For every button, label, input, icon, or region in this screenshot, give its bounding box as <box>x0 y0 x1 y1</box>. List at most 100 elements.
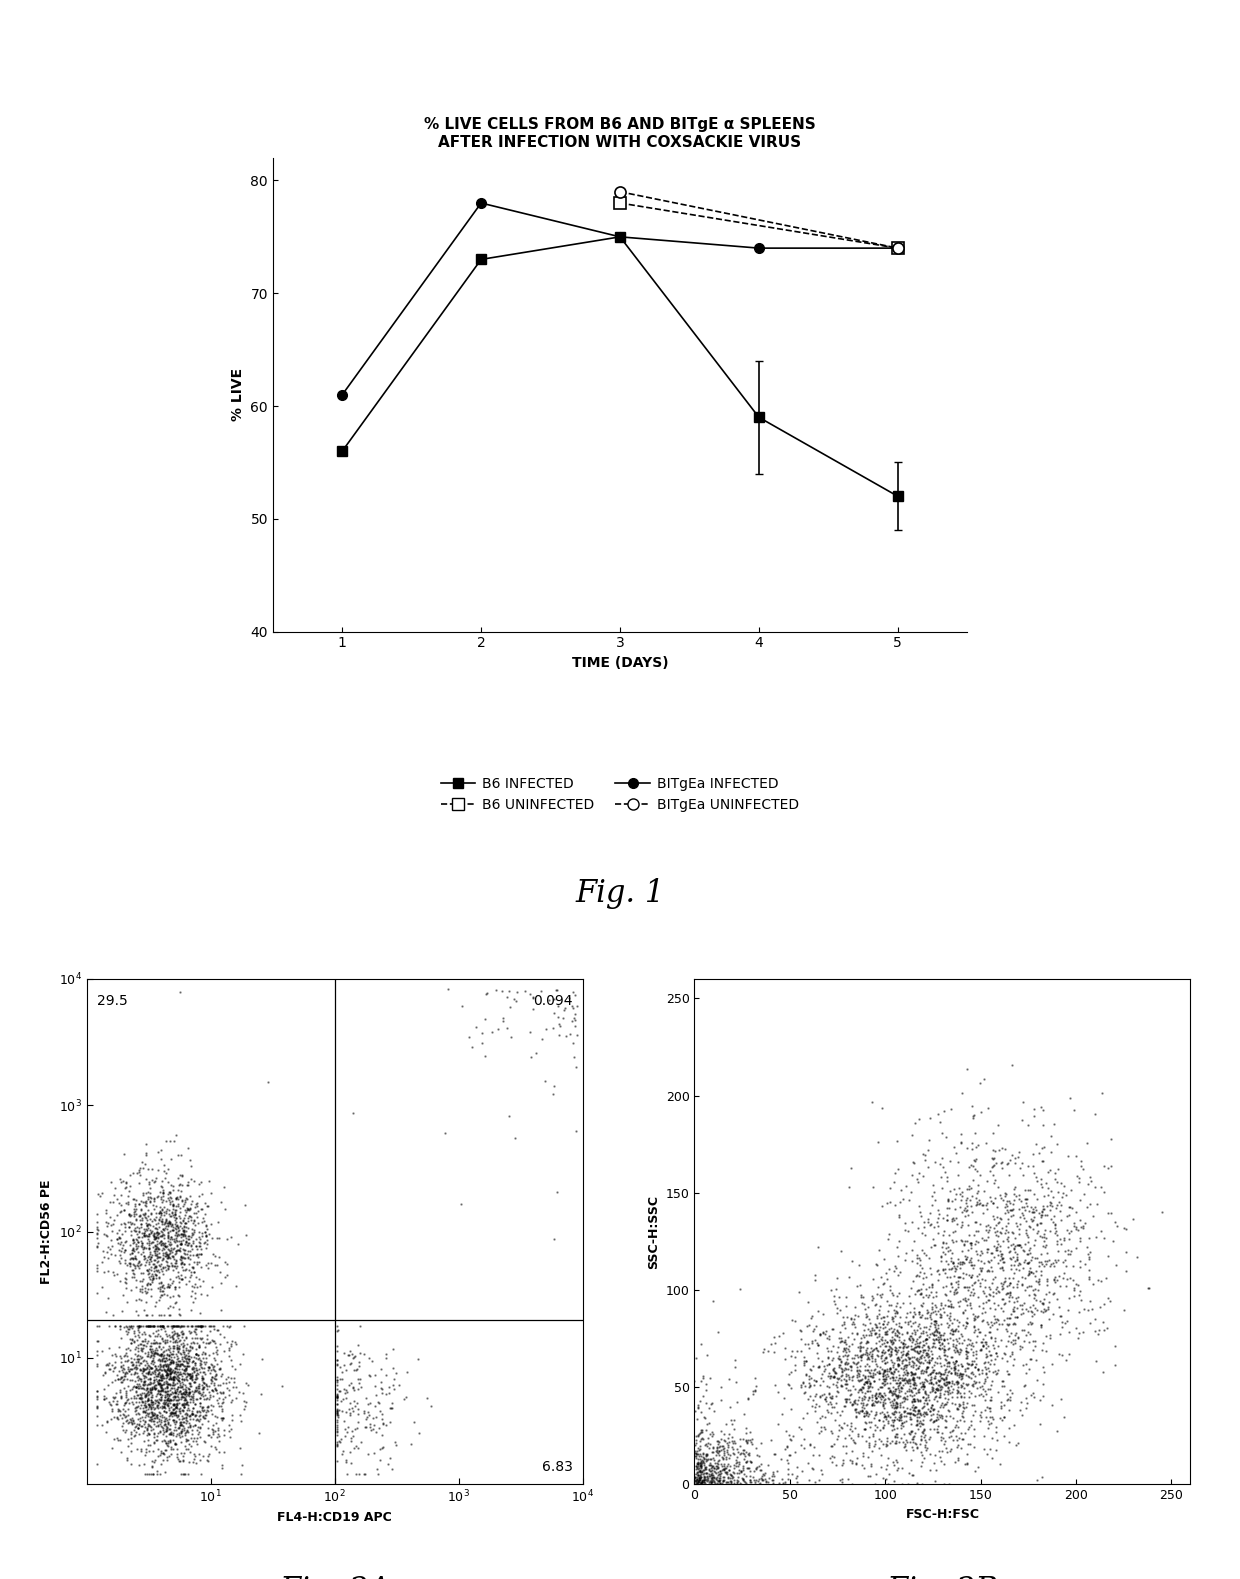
Point <box>167 1314 187 1339</box>
Point <box>919 1363 939 1388</box>
Point <box>970 1375 990 1401</box>
Point <box>940 1424 960 1450</box>
Point <box>146 1375 166 1401</box>
Point <box>915 1337 935 1363</box>
Point <box>909 1341 929 1366</box>
Point <box>156 1371 176 1396</box>
Point <box>1097 1200 1117 1225</box>
Point <box>175 1462 195 1487</box>
Point <box>839 1423 859 1448</box>
Point <box>177 1244 197 1270</box>
Point <box>703 1288 723 1314</box>
Point <box>157 1219 177 1244</box>
Point <box>910 1339 930 1364</box>
Point <box>849 1385 869 1410</box>
Point <box>363 1416 383 1442</box>
Point <box>1045 1216 1065 1241</box>
Point <box>141 1402 161 1427</box>
Point <box>176 1337 196 1363</box>
Point <box>117 1322 136 1347</box>
Point <box>151 1138 171 1164</box>
Point <box>817 1374 837 1399</box>
Point <box>717 1446 737 1472</box>
Point <box>153 1236 172 1262</box>
Point <box>789 1281 808 1306</box>
Point <box>1054 1173 1074 1198</box>
Point <box>903 1364 923 1390</box>
Point <box>138 1371 157 1396</box>
Point <box>977 1240 997 1265</box>
Point <box>174 1405 193 1431</box>
Point <box>795 1427 815 1453</box>
Point <box>873 1415 893 1440</box>
Point <box>737 1429 756 1454</box>
Point <box>125 1254 145 1279</box>
Point <box>112 1369 131 1394</box>
Point <box>737 1470 756 1495</box>
Point <box>176 1186 196 1211</box>
Point <box>899 1187 919 1213</box>
Point <box>699 1453 719 1478</box>
Point <box>951 1322 971 1347</box>
Point <box>688 1472 708 1497</box>
Point <box>856 1416 875 1442</box>
Point <box>191 1355 211 1380</box>
Point <box>900 1363 920 1388</box>
Point <box>133 1180 153 1205</box>
Point <box>713 1446 733 1472</box>
Point <box>97 1352 117 1377</box>
Point <box>193 1371 213 1396</box>
Point <box>899 1366 919 1391</box>
Point <box>884 1298 904 1323</box>
Point <box>949 1251 968 1276</box>
Point <box>160 1266 180 1292</box>
Point <box>962 1200 982 1225</box>
Point <box>123 1260 143 1285</box>
Point <box>151 1303 171 1328</box>
Point <box>170 1172 190 1197</box>
Point <box>746 1456 766 1481</box>
Point <box>924 1356 944 1382</box>
Point <box>149 1408 169 1434</box>
Point <box>105 1243 125 1268</box>
Point <box>179 1420 198 1445</box>
Point <box>176 1375 196 1401</box>
Point <box>141 1202 161 1227</box>
Point <box>98 1372 118 1397</box>
Point <box>196 1405 216 1431</box>
Point <box>1019 1322 1039 1347</box>
Point <box>355 1342 374 1367</box>
Point <box>157 1213 177 1238</box>
Point <box>114 1197 134 1222</box>
Point <box>903 1437 923 1462</box>
Point <box>373 1412 393 1437</box>
Point <box>965 1232 985 1257</box>
Point <box>187 1377 207 1402</box>
Point <box>901 1238 921 1263</box>
Point <box>890 1394 910 1420</box>
Point <box>156 1208 176 1233</box>
Point <box>879 1380 899 1405</box>
Point <box>859 1306 879 1331</box>
Point <box>141 1244 161 1270</box>
Point <box>839 1364 859 1390</box>
Point <box>751 1451 771 1476</box>
Point <box>694 1450 714 1475</box>
Point <box>713 1445 733 1470</box>
Point <box>177 1195 197 1221</box>
Point <box>382 1390 402 1415</box>
Point <box>180 1265 200 1290</box>
Point <box>115 1266 135 1292</box>
Point <box>895 1367 915 1393</box>
Point <box>97 1214 117 1240</box>
Point <box>916 1301 936 1326</box>
Point <box>130 1396 150 1421</box>
Point <box>1040 1217 1060 1243</box>
Point <box>159 1361 179 1386</box>
Point <box>711 1438 730 1464</box>
Point <box>961 1333 981 1358</box>
Point <box>176 1228 196 1254</box>
Point <box>932 1361 952 1386</box>
Point <box>889 1320 909 1345</box>
Point <box>1060 1241 1080 1266</box>
